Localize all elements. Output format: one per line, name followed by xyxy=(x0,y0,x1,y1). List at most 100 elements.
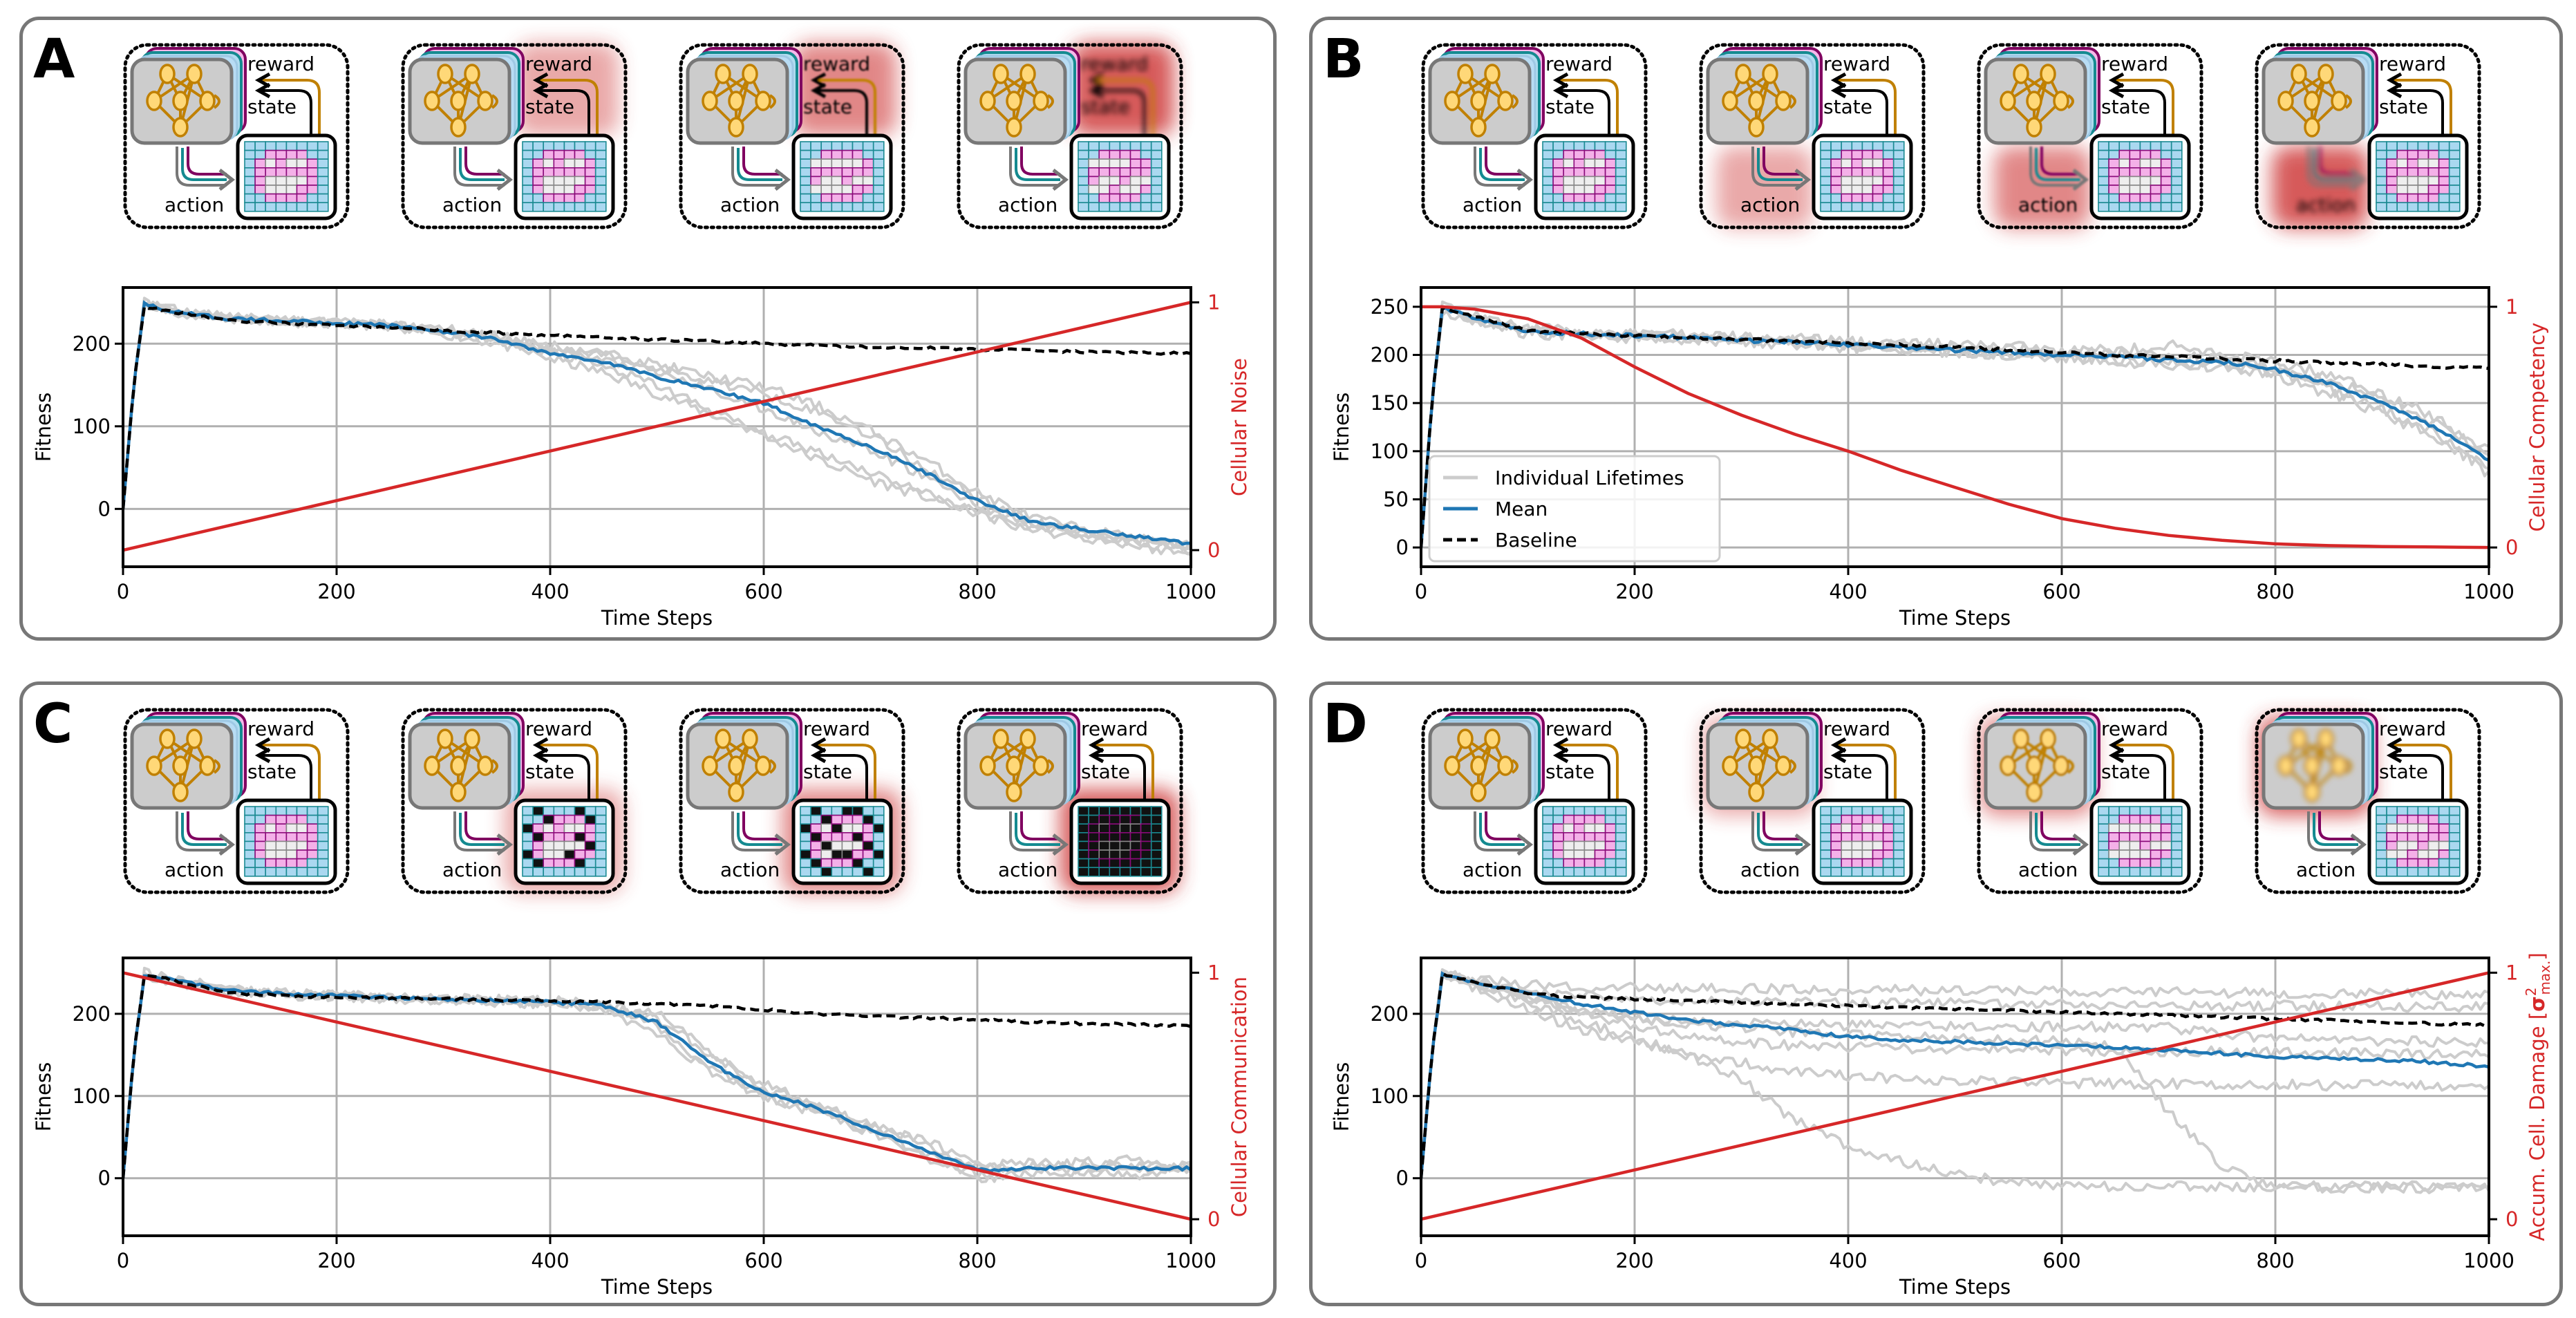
grid-cell xyxy=(2108,193,2121,204)
network-node xyxy=(1457,728,1474,749)
grid-cell xyxy=(1861,202,1874,212)
y-tick-label: 0 xyxy=(1396,536,1409,559)
grid-cell xyxy=(1098,158,1111,169)
state-label: state xyxy=(247,95,297,118)
grid-cell xyxy=(317,840,329,851)
grid-cell xyxy=(306,158,319,169)
grid-cell xyxy=(1078,193,1089,204)
state-arrow xyxy=(817,754,868,820)
grid-cell xyxy=(1098,832,1111,842)
grid-cell xyxy=(244,176,256,186)
grid-cell xyxy=(2448,193,2461,204)
grid-cell xyxy=(2150,167,2162,178)
grid-cell xyxy=(862,167,874,178)
state-arrowhead-icon xyxy=(1088,82,1104,99)
mean-line xyxy=(123,300,1191,546)
grid-cell xyxy=(2396,149,2409,160)
network-node xyxy=(450,117,467,138)
grid-cell xyxy=(296,176,308,186)
grid-cell xyxy=(1098,141,1111,151)
grid-cell xyxy=(594,185,607,195)
grid-cell xyxy=(820,832,833,842)
grid-cell xyxy=(1078,840,1089,851)
grid-cell xyxy=(1563,806,1575,816)
state-label: state xyxy=(2101,95,2150,118)
grid-cell xyxy=(1872,141,1884,151)
x-tick-label: 0 xyxy=(117,580,129,603)
grid-cell xyxy=(275,167,288,178)
grid-cell xyxy=(1615,141,1627,151)
grid-cell xyxy=(1542,167,1554,178)
grid-cell xyxy=(563,823,576,834)
reward-label: reward xyxy=(2379,53,2446,75)
grid-cell xyxy=(1088,176,1100,186)
state-arrow xyxy=(817,89,868,155)
grid-cell xyxy=(1140,867,1152,877)
grid-cell xyxy=(852,858,864,869)
grid-cell xyxy=(2417,167,2429,178)
network-node xyxy=(1735,64,1751,84)
grid-cell xyxy=(2376,814,2387,825)
grid-cell xyxy=(862,193,874,204)
grid-cell xyxy=(285,141,298,151)
grid-cell xyxy=(2139,840,2152,851)
grid-cell xyxy=(1119,149,1131,160)
grid-cell xyxy=(1552,149,1565,160)
grid-cell xyxy=(2427,806,2440,816)
network-node xyxy=(2318,64,2334,84)
network-node xyxy=(2000,91,2016,111)
state-arrow xyxy=(261,754,312,820)
grid-cell xyxy=(2118,858,2131,869)
action-arrow-teal xyxy=(2313,148,2358,181)
action-arrow-teal xyxy=(1757,148,1803,181)
grid-cell xyxy=(862,814,874,825)
grid-cell xyxy=(2448,823,2461,834)
grid-cell xyxy=(872,141,885,151)
grid-cell xyxy=(1583,823,1596,834)
grid-cell xyxy=(2376,806,2387,816)
grid-cell xyxy=(1841,167,1853,178)
neural-network-icon xyxy=(146,64,220,138)
grid-cell xyxy=(1109,141,1121,151)
grid-cell xyxy=(522,149,534,160)
grid-cell xyxy=(1892,840,1905,851)
grid-cell xyxy=(574,202,586,212)
grid-cell xyxy=(810,158,822,169)
grid-cell xyxy=(820,167,833,178)
grid-cell xyxy=(2396,185,2409,195)
grid-cell xyxy=(1861,832,1874,842)
grid-cell xyxy=(1098,185,1111,195)
grid-cell xyxy=(574,806,586,816)
x-axis-label: Time Steps xyxy=(1899,606,2011,630)
grid-cell xyxy=(254,149,267,160)
network-node xyxy=(437,64,453,84)
reward-arrowhead-icon xyxy=(1552,72,1569,88)
agent-boundary xyxy=(957,43,1183,229)
grid-cell xyxy=(244,814,256,825)
grid-cell xyxy=(1552,858,1565,869)
grid-cell xyxy=(1820,149,1832,160)
individual-lifetime-line xyxy=(1421,970,2489,1194)
grid-cell xyxy=(1594,840,1606,851)
network-node xyxy=(146,755,162,776)
grid-cell xyxy=(285,202,298,212)
neural-network-icon xyxy=(979,64,1054,138)
grid-cell xyxy=(1615,840,1627,851)
grid-cell xyxy=(831,176,843,186)
grid-cell xyxy=(317,176,329,186)
grid-cell xyxy=(2396,858,2409,869)
grid-cell xyxy=(1150,141,1163,151)
grid-cell xyxy=(1604,867,1617,877)
recurrent-loop xyxy=(213,94,220,109)
state-arrow xyxy=(539,89,590,155)
grid-cell xyxy=(1119,867,1131,877)
grid-cell xyxy=(244,832,256,842)
noise-glow xyxy=(1994,147,2091,228)
grid-cell xyxy=(2098,202,2109,212)
grid-cell xyxy=(831,814,843,825)
grid-cell xyxy=(584,149,596,160)
